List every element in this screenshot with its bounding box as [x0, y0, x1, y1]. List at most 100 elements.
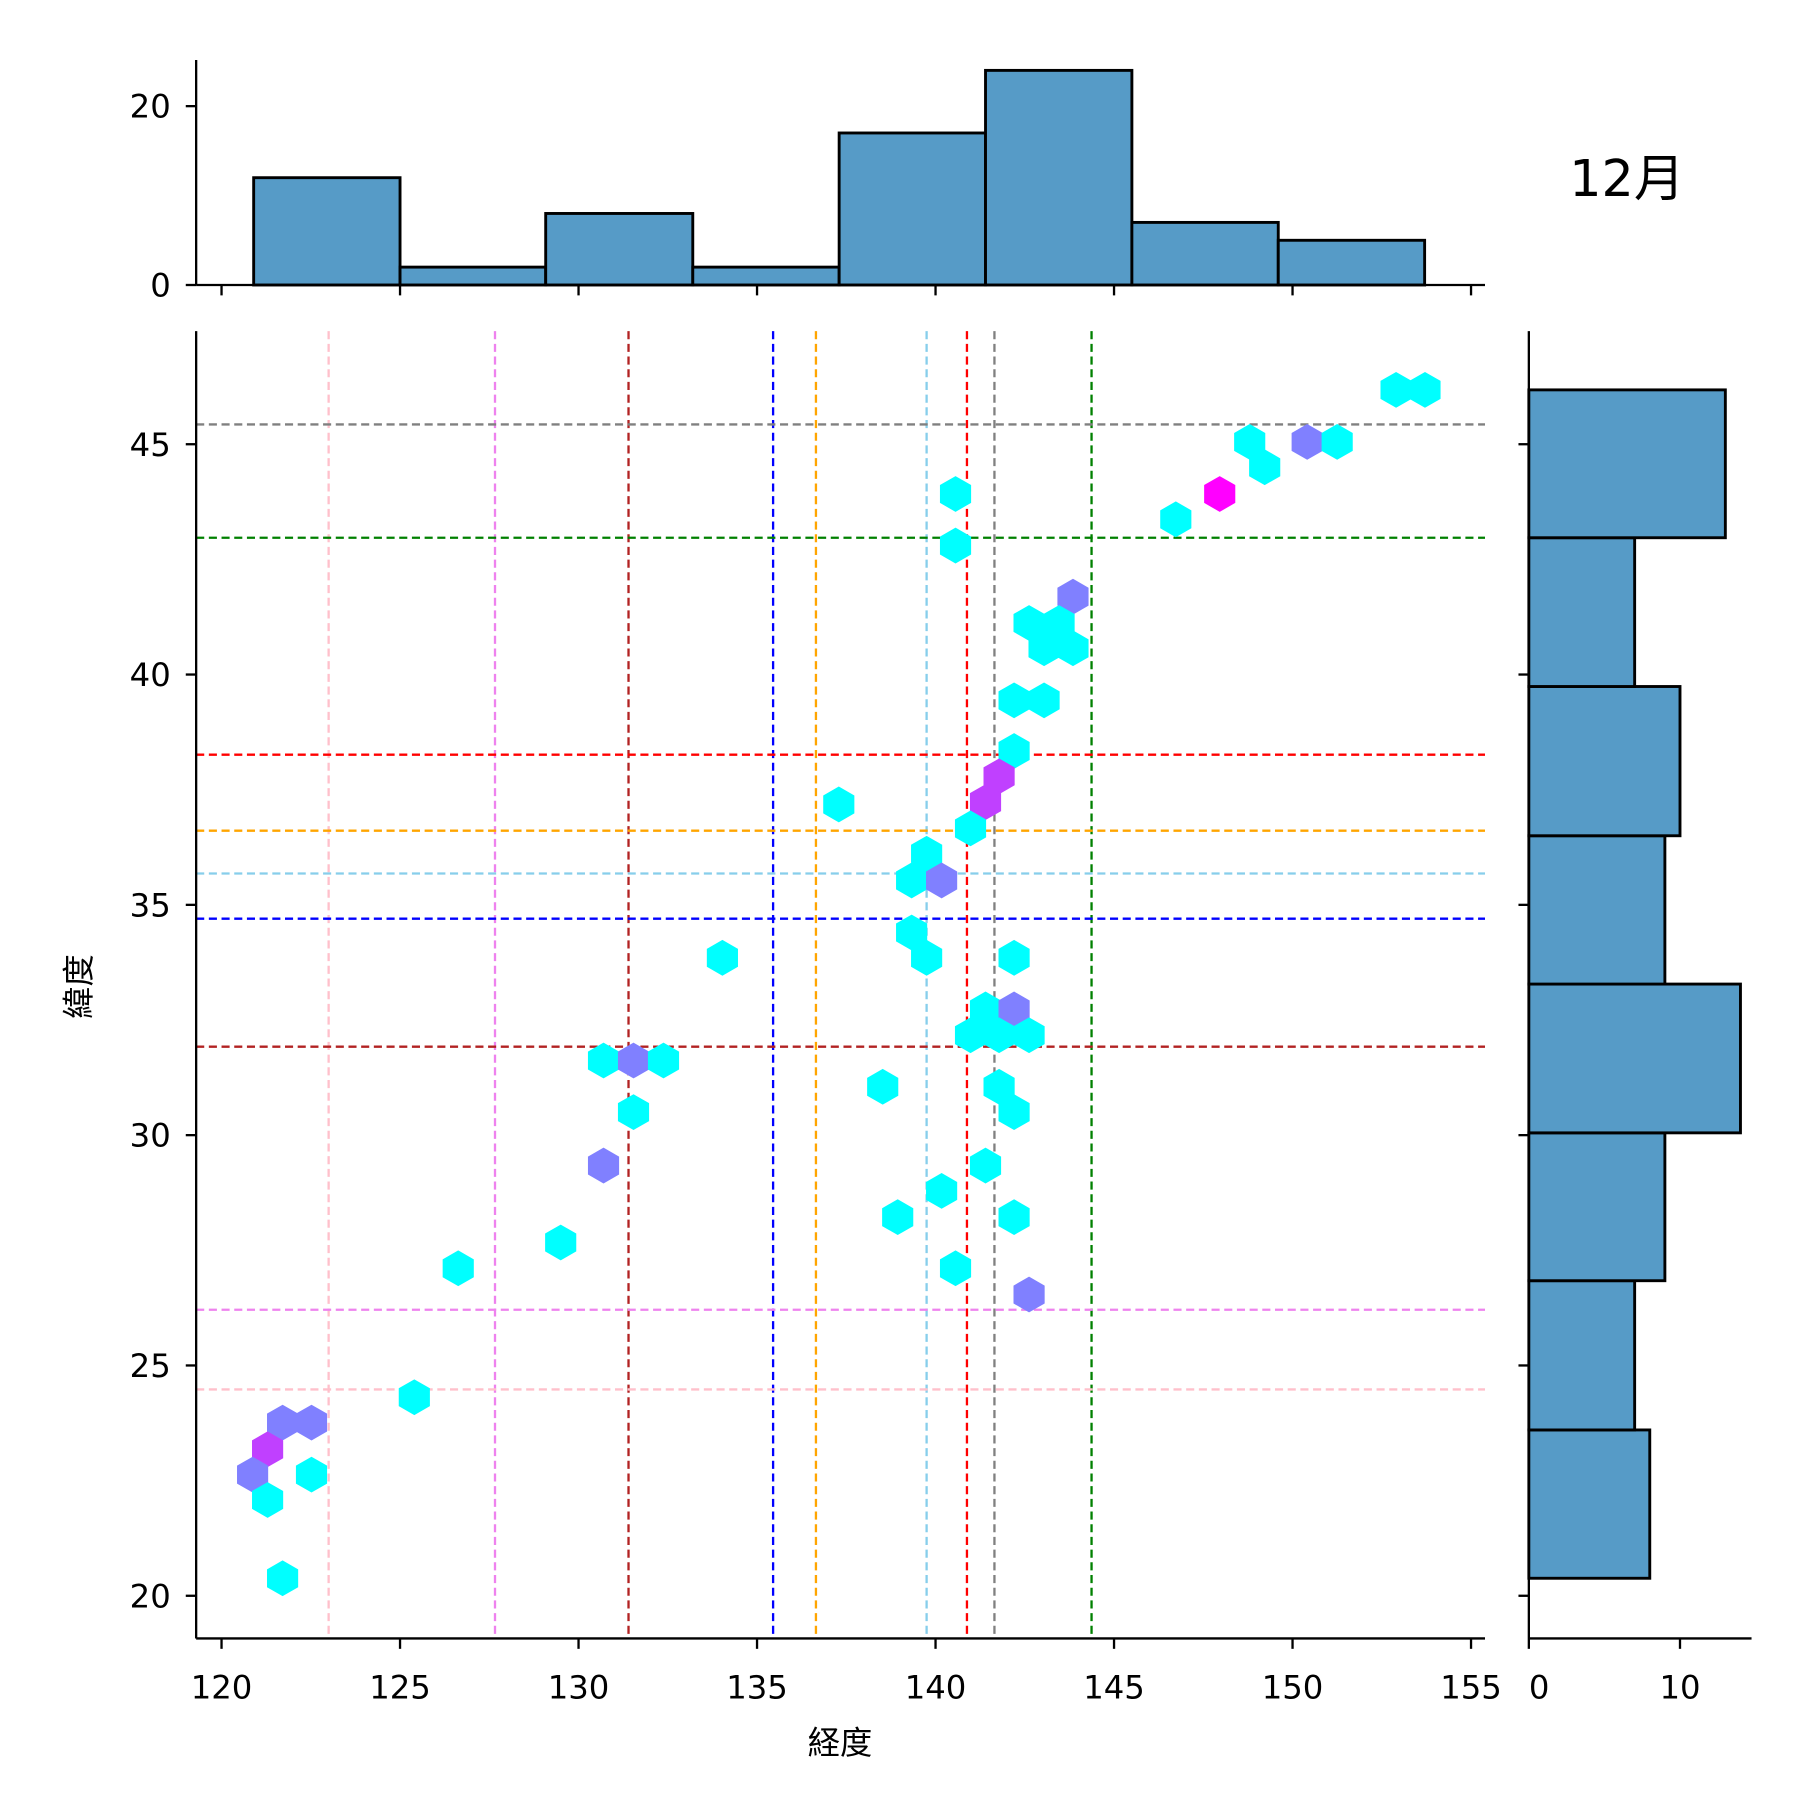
- histogram-bar: [1276, 238, 1427, 287]
- x-tick-label: 155: [1440, 1668, 1502, 1706]
- hexbin-cell: [1013, 1276, 1045, 1313]
- hexbin-cell: [252, 1431, 284, 1468]
- histogram-bar: [691, 265, 841, 287]
- histogram-bar: [1527, 1279, 1637, 1432]
- hexbin-cell: [1013, 1017, 1045, 1054]
- x-tick-label: 145: [1083, 1668, 1145, 1706]
- hexbin-cell: [911, 939, 943, 976]
- right-hist-x-tick-label: 0: [1529, 1668, 1550, 1706]
- top-histogram: [252, 68, 1427, 287]
- x-tick-label: 130: [548, 1668, 610, 1706]
- x-axis-label: 経度: [808, 1724, 873, 1762]
- x-tick-label: 125: [369, 1668, 431, 1706]
- hexbin-cell: [1249, 449, 1281, 486]
- hexbin-cell: [954, 810, 987, 847]
- hexbin-cell: [911, 835, 943, 872]
- hexbin-cell: [882, 1199, 914, 1236]
- hexbin-cell: [1291, 424, 1323, 460]
- hexbin-cell: [1043, 605, 1075, 641]
- hexbin-cell: [939, 476, 972, 512]
- x-tick-label: 120: [191, 1668, 253, 1706]
- hexbin-cell: [998, 1199, 1030, 1236]
- y-tick-label: 30: [130, 1117, 171, 1155]
- hexbin-cell: [998, 991, 1030, 1028]
- hexbin-cell: [617, 1094, 650, 1131]
- right-hist-x-tick-label: 10: [1659, 1668, 1700, 1706]
- hexbin-cell: [1380, 371, 1412, 408]
- hexbin-cell: [998, 682, 1030, 719]
- hexbin-cell: [295, 1456, 328, 1493]
- histogram-bar: [1527, 536, 1637, 688]
- y-tick-label: 45: [130, 426, 171, 464]
- histogram-bar: [544, 212, 695, 287]
- hexbin-cell: [998, 733, 1030, 769]
- hexbin-cell: [998, 939, 1030, 976]
- hexbin-cell: [969, 784, 1002, 821]
- histogram-bar: [837, 131, 987, 287]
- histogram-bar: [1527, 388, 1727, 540]
- top-hist-y-tick-label: 20: [130, 88, 171, 126]
- histogram-bar: [984, 68, 1134, 287]
- histogram-bar: [1527, 1131, 1667, 1283]
- top-hist-y-tick-label: 0: [150, 267, 171, 305]
- right-histogram: [1527, 388, 1742, 1580]
- hexbin-cell: [926, 1173, 958, 1209]
- hexbin-cell: [939, 1250, 972, 1287]
- hexbin-cell: [1028, 630, 1060, 667]
- y-tick-label: 35: [130, 886, 171, 924]
- hexbin-cell: [617, 1042, 650, 1079]
- hexbin-cell: [267, 1560, 299, 1597]
- chart-title: 12月: [1569, 149, 1684, 208]
- histogram-bar: [1527, 834, 1667, 986]
- hexbin-cell: [1057, 630, 1089, 667]
- hexbin-cell: [706, 939, 738, 976]
- hexbin-cell: [442, 1250, 474, 1287]
- reference-lines: [196, 331, 1485, 1639]
- hexbin-cell: [1409, 371, 1441, 408]
- hexbin-cell: [1013, 605, 1045, 641]
- histogram-bar: [1527, 982, 1742, 1135]
- hexbin-cell: [896, 914, 928, 951]
- hexbin-cell: [647, 1042, 680, 1079]
- hexbin-cell: [1234, 424, 1266, 460]
- hexbin-cell: [237, 1456, 269, 1493]
- hexbin-cell: [954, 1017, 987, 1054]
- hexbin-cell: [926, 862, 958, 899]
- hexbin-cell: [295, 1404, 328, 1441]
- x-tick-label: 140: [905, 1668, 967, 1706]
- hexbin-cell: [1057, 578, 1089, 615]
- histogram-bar: [1130, 220, 1280, 287]
- hexbin-cell: [983, 1068, 1015, 1105]
- y-tick-label: 40: [130, 656, 171, 694]
- hexbin-cell: [398, 1379, 430, 1416]
- hexbin-cell: [1321, 424, 1353, 460]
- hexbin-cell: [1160, 501, 1192, 538]
- hexbin-cell: [867, 1068, 899, 1105]
- x-tick-label: 150: [1262, 1668, 1324, 1706]
- x-tick-label: 135: [726, 1668, 788, 1706]
- hexbin-cell: [252, 1482, 284, 1518]
- hexbin-cell: [969, 1147, 1002, 1184]
- hexbin-cell: [983, 758, 1015, 795]
- hexbin-cell: [1028, 682, 1060, 719]
- y-axis-label: 緯度: [60, 954, 98, 1019]
- histogram-bar: [1527, 1428, 1652, 1580]
- histogram-bar: [398, 265, 548, 287]
- hexbin-cell: [983, 1017, 1015, 1054]
- axes: 120 125 130 135 140 145 150 155 20 25 30 35 40 45 0 20 0…: [130, 59, 1752, 1706]
- hexbin-cell: [267, 1404, 299, 1441]
- hexbin-layer: [237, 371, 1441, 1597]
- hexbin-cell: [939, 527, 972, 564]
- hexbin-cell: [587, 1042, 620, 1079]
- histogram-bar: [252, 176, 402, 287]
- hexbin-cell: [998, 1094, 1030, 1131]
- hexbin-cell: [545, 1224, 577, 1261]
- y-tick-label: 25: [130, 1347, 171, 1385]
- y-tick-label: 20: [130, 1577, 171, 1615]
- histogram-bar: [1527, 685, 1682, 838]
- hexbin-cell: [1204, 476, 1236, 512]
- hexbin-cell: [969, 991, 1002, 1028]
- hexbin-cell: [896, 862, 928, 899]
- hexbin-cell: [587, 1147, 620, 1184]
